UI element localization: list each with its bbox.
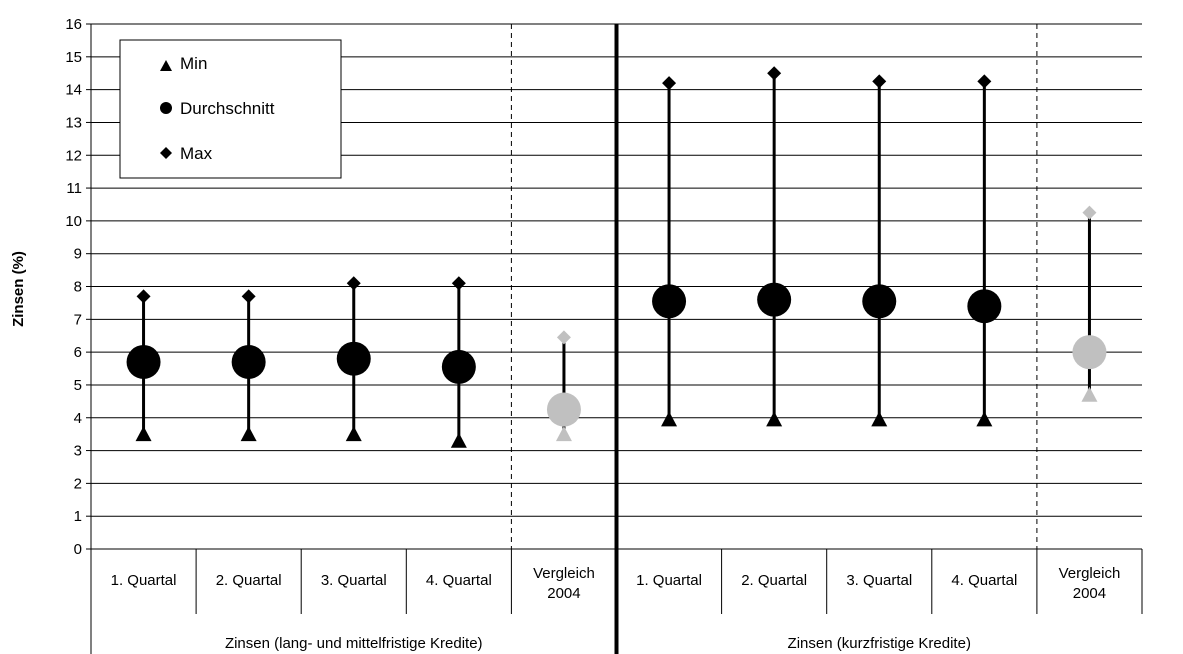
y-tick-label: 10: [65, 213, 82, 230]
average-marker: [441, 349, 476, 384]
category-label: Vergleich: [1059, 565, 1121, 582]
legend-max-marker: [160, 147, 172, 159]
max-marker: [556, 330, 571, 345]
y-tick-label: 14: [65, 82, 82, 99]
min-marker: [555, 426, 572, 442]
category-label: 3. Quartal: [321, 572, 387, 589]
y-tick-label: 13: [65, 114, 82, 131]
average-marker: [126, 344, 161, 379]
category-label: 4. Quartal: [426, 572, 492, 589]
series: [126, 66, 1107, 448]
min-marker: [135, 426, 152, 442]
min-marker: [450, 432, 467, 448]
max-marker: [872, 74, 887, 89]
legend: Min Durchschnitt Max: [119, 39, 342, 179]
y-tick-label: 7: [74, 311, 82, 328]
min-marker: [661, 411, 678, 427]
min-marker: [345, 426, 362, 442]
average-marker: [652, 284, 687, 319]
max-marker: [451, 276, 466, 291]
max-marker: [767, 66, 782, 81]
category-label: 3. Quartal: [846, 572, 912, 589]
y-tick-label: 9: [74, 246, 82, 263]
max-marker: [662, 76, 677, 91]
category-label: 1. Quartal: [111, 572, 177, 589]
legend-box: [119, 39, 342, 179]
min-marker: [766, 411, 783, 427]
x-axis-labels: 1. Quartal 2. Quartal 3. Quartal 4. Quartal…: [111, 549, 1143, 652]
y-tick-label: 16: [65, 16, 82, 33]
min-marker: [1081, 386, 1098, 402]
average-marker: [336, 341, 371, 376]
average-marker: [1072, 335, 1107, 370]
y-tick-label: 15: [65, 49, 82, 66]
category-label: 1. Quartal: [636, 572, 702, 589]
min-marker: [871, 411, 888, 427]
max-marker: [346, 276, 361, 291]
y-tick-label: 1: [74, 508, 82, 525]
category-label: Vergleich: [533, 565, 595, 582]
category-label: 2. Quartal: [216, 572, 282, 589]
y-tick-label: 6: [74, 344, 82, 361]
y-tick-label: 8: [74, 279, 82, 296]
max-marker: [977, 74, 992, 89]
average-marker: [546, 392, 581, 427]
category-label: 2004: [1073, 585, 1106, 602]
dividers: [510, 24, 1038, 654]
y-tick-label: 3: [74, 443, 82, 460]
min-marker: [976, 411, 993, 427]
legend-min-marker: [160, 60, 172, 71]
y-tick-label: 11: [66, 180, 82, 197]
category-label: 4. Quartal: [951, 572, 1017, 589]
average-marker: [757, 282, 792, 317]
average-marker: [967, 289, 1002, 324]
legend-durchschnitt-marker: [160, 102, 172, 114]
y-axis-title: Zinsen (%): [10, 251, 27, 327]
legend-min-label: Min: [180, 54, 207, 73]
y-tick-label: 4: [74, 410, 82, 427]
min-marker: [240, 426, 257, 442]
max-marker: [136, 289, 151, 304]
max-marker: [241, 289, 256, 304]
group-label: Zinsen (lang- und mittelfristige Kredite…: [225, 635, 483, 652]
y-tick-label: 5: [74, 377, 82, 394]
legend-max-label: Max: [180, 144, 213, 163]
category-label: 2004: [547, 585, 580, 602]
legend-durchschnitt-label: Durchschnitt: [180, 99, 275, 118]
average-marker: [862, 284, 897, 319]
max-marker: [1082, 205, 1097, 220]
category-label: 2. Quartal: [741, 572, 807, 589]
average-marker: [231, 344, 266, 379]
y-tick-label: 12: [65, 147, 82, 164]
y-tick-label: 2: [74, 475, 82, 492]
y-tick-label: 0: [74, 541, 82, 558]
group-label: Zinsen (kurzfristige Kredite): [788, 635, 971, 652]
